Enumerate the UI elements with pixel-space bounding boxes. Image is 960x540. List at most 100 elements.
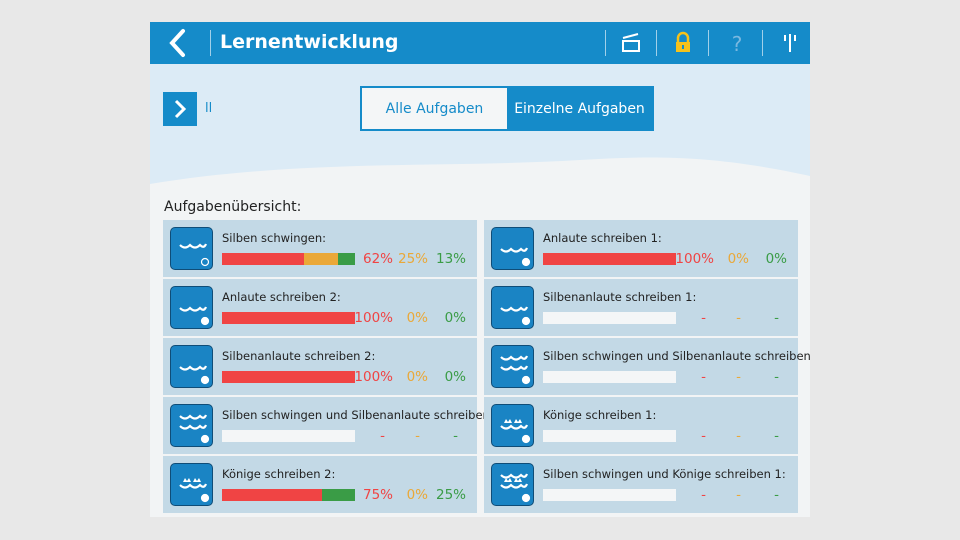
percent-partial: 0% [406, 369, 428, 385]
divider [656, 30, 657, 56]
bar-segment-partial [304, 253, 338, 265]
progress-bar [543, 253, 676, 265]
task-row[interactable]: Könige schreiben 1: - - - [484, 397, 798, 454]
percent-wrong: - [701, 310, 706, 326]
task-row[interactable]: Silben schwingen und Silbenanlaute schre… [163, 397, 505, 454]
top-panel: ll Alle Aufgaben Einzelne Aufgaben [150, 64, 810, 204]
task-row[interactable]: Silbenanlaute schreiben 2: 100% 0% 0% [163, 338, 477, 395]
syllable-wave-icon [170, 227, 213, 270]
back-chevron-icon[interactable] [164, 28, 194, 58]
sidebar-toggle-button[interactable] [163, 92, 197, 126]
header-bar: Lernentwicklung ? [150, 22, 810, 64]
percent-partial: 25% [397, 251, 428, 267]
task-label: Silben schwingen und Silbenanlaute schre… [543, 349, 810, 363]
percent-wrong: - [380, 428, 385, 444]
bar-segment-wrong [222, 253, 305, 265]
percent-partial: - [736, 428, 741, 444]
lock-icon[interactable] [668, 30, 698, 56]
percent-wrong: - [701, 369, 706, 385]
progress-bar [543, 371, 676, 383]
task-row[interactable]: Silbenanlaute schreiben 1: - - - [484, 279, 798, 336]
percent-wrong: 100% [675, 251, 714, 267]
progress-bar [222, 312, 355, 324]
syllable-initial-icon [491, 286, 534, 329]
percent-wrong: 100% [354, 310, 393, 326]
task-label: Silben schwingen: [222, 231, 327, 245]
percent-partial: 0% [406, 310, 428, 326]
tab-all-tasks[interactable]: Alle Aufgaben [362, 88, 507, 129]
task-label: Silbenanlaute schreiben 2: [222, 349, 376, 363]
percent-correct: 0% [444, 310, 466, 326]
task-label: Silbenanlaute schreiben 1: [543, 290, 697, 304]
task-label: Anlaute schreiben 1: [543, 231, 662, 245]
percent-correct: - [774, 487, 779, 503]
percent-wrong: 75% [362, 487, 393, 503]
bar-segment-wrong [222, 489, 322, 501]
divider [708, 30, 709, 56]
percent-wrong: 100% [354, 369, 393, 385]
task-row[interactable]: Könige schreiben 2: 75% 0% 25% [163, 456, 477, 513]
progress-bar [543, 312, 676, 324]
bar-segment-wrong [222, 371, 355, 383]
initial-sound-icon [491, 227, 534, 270]
percent-correct: - [774, 369, 779, 385]
clapperboard-icon[interactable] [616, 30, 646, 56]
progress-bar [222, 371, 355, 383]
percent-wrong: 62% [362, 251, 393, 267]
sidebar-toggle-label: ll [205, 101, 213, 116]
percent-partial: - [736, 310, 741, 326]
percent-partial: - [736, 487, 741, 503]
wave-background [150, 64, 810, 184]
help-icon[interactable]: ? [722, 30, 752, 56]
percent-correct: 0% [765, 251, 787, 267]
task-label: Silben schwingen und Könige schreiben 1: [543, 467, 786, 481]
percent-correct: - [453, 428, 458, 444]
section-title: Aufgabenübersicht: [164, 199, 302, 215]
progress-bar [543, 430, 676, 442]
percent-correct: 0% [444, 369, 466, 385]
task-label: Anlaute schreiben 2: [222, 290, 341, 304]
double-wave-icon [170, 404, 213, 447]
progress-bar [222, 489, 355, 501]
bar-segment-wrong [222, 312, 355, 324]
task-label: Könige schreiben 1: [543, 408, 657, 422]
syllable-initial-icon [170, 345, 213, 388]
task-row[interactable]: Silben schwingen: 62% 25% 13% [163, 220, 477, 277]
bar-segment-correct [337, 253, 355, 265]
initial-sound-icon [170, 286, 213, 329]
wave-crown-icon [491, 463, 534, 506]
progress-bar [222, 430, 355, 442]
menu-bars-icon[interactable] [774, 30, 804, 56]
bar-segment-wrong [543, 253, 676, 265]
progress-bar [543, 489, 676, 501]
task-row[interactable]: Silben schwingen und Könige schreiben 1:… [484, 456, 798, 513]
svg-text:?: ? [732, 32, 743, 56]
bar-segment-correct [321, 489, 355, 501]
percent-partial: - [415, 428, 420, 444]
task-label: Könige schreiben 2: [222, 467, 336, 481]
page-title: Lernentwicklung [220, 31, 399, 53]
task-row[interactable]: Anlaute schreiben 1: 100% 0% 0% [484, 220, 798, 277]
crown-icon [170, 463, 213, 506]
double-wave-icon [491, 345, 534, 388]
percent-correct: 13% [435, 251, 466, 267]
percent-partial: - [736, 369, 741, 385]
divider [762, 30, 763, 56]
percent-correct: 25% [435, 487, 466, 503]
view-segmented-control: Alle Aufgaben Einzelne Aufgaben [360, 86, 654, 131]
task-row[interactable]: Anlaute schreiben 2: 100% 0% 0% [163, 279, 477, 336]
app-window: Lernentwicklung ? ll Alle Aufgaben Einze… [150, 22, 810, 517]
percent-partial: 0% [727, 251, 749, 267]
crown-icon [491, 404, 534, 447]
tab-single-tasks[interactable]: Einzelne Aufgaben [507, 88, 652, 129]
divider [210, 30, 211, 56]
progress-bar [222, 253, 355, 265]
chevron-right-icon [174, 99, 187, 119]
task-row[interactable]: Silben schwingen und Silbenanlaute schre… [484, 338, 810, 395]
percent-correct: - [774, 310, 779, 326]
task-label: Silben schwingen und Silbenanlaute schre… [222, 408, 505, 422]
divider [605, 30, 606, 56]
percent-partial: 0% [406, 487, 428, 503]
percent-wrong: - [701, 428, 706, 444]
percent-correct: - [774, 428, 779, 444]
